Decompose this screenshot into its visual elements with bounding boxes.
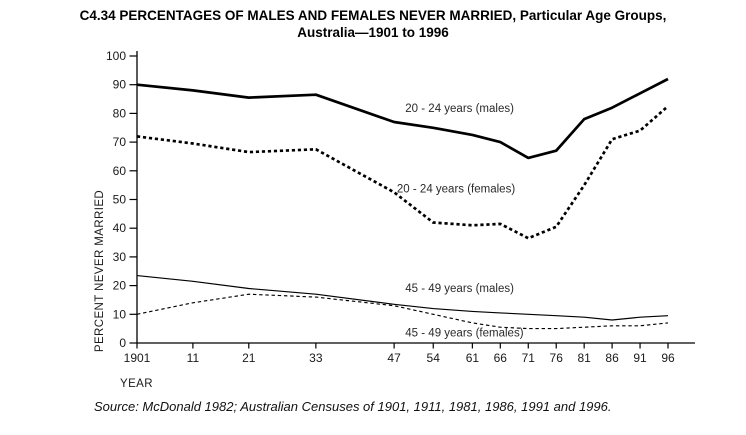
- x-tick-label: 86: [605, 351, 619, 365]
- series-label: 20 - 24 years (males): [405, 103, 514, 115]
- x-tick-label: 66: [494, 351, 508, 365]
- y-tick-label: 100: [106, 49, 126, 63]
- figure-title: C4.34 PERCENTAGES OF MALES AND FEMALES N…: [0, 7, 746, 41]
- x-axis-title: YEAR: [120, 378, 153, 390]
- x-tick-label: 47: [387, 351, 401, 365]
- y-tick-label: 10: [113, 307, 127, 321]
- x-tick-label: 33: [309, 351, 323, 365]
- y-tick-label: 0: [119, 336, 126, 350]
- series-line: [136, 275, 669, 321]
- x-tick-label: 96: [661, 351, 675, 365]
- series-label: 45 - 49 years (males): [405, 283, 514, 295]
- series-line: [136, 77, 669, 160]
- y-tick-label: 20: [113, 279, 127, 293]
- series-line: [136, 105, 669, 240]
- y-tick-label: 40: [113, 221, 127, 235]
- y-tick-label: 70: [113, 135, 127, 149]
- figure-title-line1: C4.34 PERCENTAGES OF MALES AND FEMALES N…: [79, 8, 667, 23]
- x-tick-label: 76: [550, 351, 564, 365]
- y-tick-label: 30: [113, 250, 127, 264]
- y-tick-label: 90: [113, 78, 127, 92]
- series-line: [136, 293, 669, 330]
- x-tick-label: 61: [466, 351, 480, 365]
- series-label: 20 - 24 years (females): [397, 183, 515, 195]
- x-tick-label: 91: [633, 351, 647, 365]
- y-tick-label: 80: [113, 106, 127, 120]
- y-tick-label: 50: [113, 193, 127, 207]
- line-chart: 0 10 20 30 40 50 60 70 80 90 100 1901 11 21 33 47 54 61 66…: [94, 49, 695, 390]
- series-label: 45 - 49 years (females): [405, 327, 523, 339]
- x-tick-label: 1901: [124, 351, 151, 365]
- x-tick-label: 21: [242, 351, 256, 365]
- x-tick-label: 11: [187, 351, 200, 365]
- source-note: Source: McDonald 1982; Australian Census…: [94, 399, 612, 414]
- figure-title-line2: Australia—1901 to 1996: [297, 25, 449, 40]
- x-tick-label: 71: [522, 351, 536, 365]
- x-tick-label: 54: [427, 351, 441, 365]
- x-tick-label: 81: [577, 351, 591, 365]
- y-tick-label: 60: [113, 164, 127, 178]
- y-axis-title: PERCENT NEVER MARRIED: [94, 190, 106, 352]
